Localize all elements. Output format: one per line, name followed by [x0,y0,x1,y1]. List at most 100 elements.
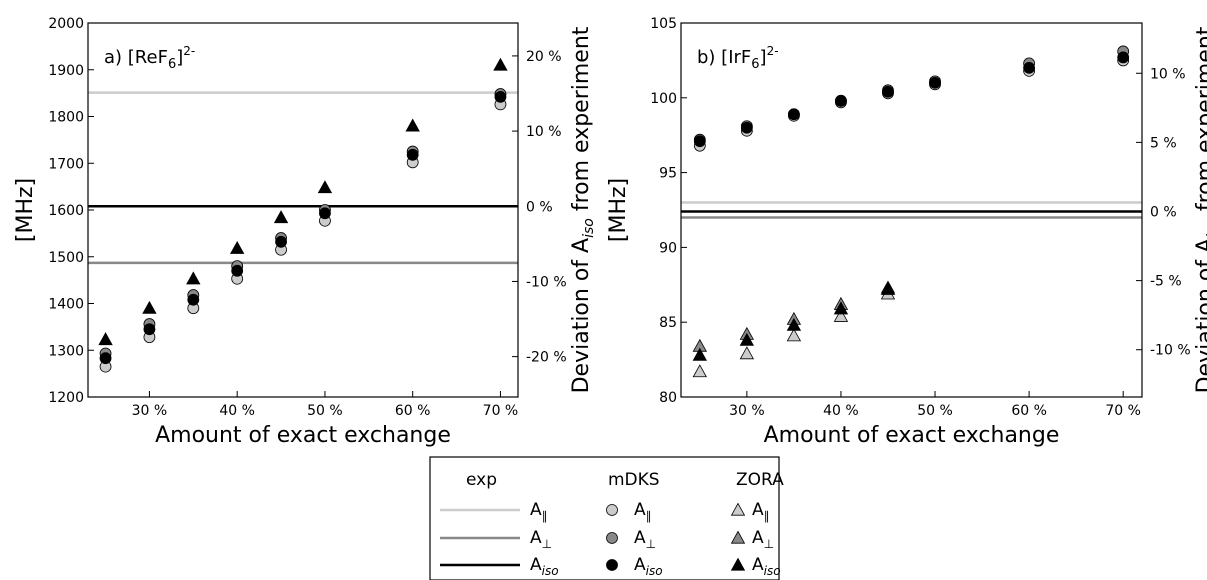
mdks-point-a-iso [99,352,112,365]
zora-point-a-par [833,308,849,322]
x-axis-label: Amount of exact exchange [155,423,451,448]
right-axis-label: Deviation of Aiso from experiment [569,26,597,393]
mdks-point-a-iso [319,207,331,220]
legend-entry-label: A∥ [634,500,652,523]
y-tick-label: 1800 [48,110,84,126]
mdks-point-a-iso [929,76,941,89]
zora-point-a-iso [142,300,157,314]
legend-entry-label: A⊥ [752,528,774,551]
y-axis-label: [MHz] [13,178,38,242]
right-axis-label: Deviation of Aiso from experiment [1193,26,1207,393]
mdks-point-a-iso [231,264,244,277]
mdks-point-a-iso [835,94,847,107]
y-tick-label: 1300 [48,343,84,359]
y-tick-label: 2000 [48,16,84,32]
mdks-point-a-iso [1117,51,1130,64]
legend-entry-label: A∥ [752,500,770,523]
zora-point-a-par [786,328,802,342]
chart-panel-b: 80 85 90 95 100 105 30 % 40 % 50 % 60 % 70 % -10 % -… [606,16,1207,448]
right-tick-label: 5 % [1150,135,1177,151]
y-tick-label: 1200 [48,390,84,406]
legend-box [429,456,780,580]
x-tick-label: 70 % [1105,403,1141,419]
y-tick-label: 105 [650,16,677,32]
mdks-point-a-iso [275,235,287,248]
y-tick-label: 1600 [48,203,84,219]
legend-entry-label: Aiso [530,555,559,578]
legend-entry-label: Aiso [634,555,663,578]
zora-point-a-iso [230,241,245,254]
y-tick-label: 85 [659,315,677,331]
legend-circle-swatch [606,532,618,544]
y-tick-label: 90 [659,240,677,256]
y-tick-label: 95 [659,166,677,182]
y-tick-label: 1400 [48,297,84,313]
zora-point-a-iso [493,57,508,71]
mdks-point-a-iso [740,121,753,134]
right-tick-label: 20 % [526,49,562,65]
legend-triangle-swatch [730,502,746,516]
x-tick-label: 30 % [132,403,168,419]
mdks-point-a-iso [882,85,894,98]
legend-triangle-swatch [730,557,746,571]
legend-header: ZORA [736,470,784,490]
x-tick-label: 60 % [1011,403,1047,419]
y-tick-label: 1900 [48,63,84,79]
legend-circle-swatch [606,559,618,571]
zora-point-a-iso [98,332,113,346]
zora-point-a-iso [405,118,420,132]
zora-point-a-iso [880,281,896,295]
legend-entry-label: A⊥ [634,528,656,551]
y-tick-label: 80 [659,390,677,406]
right-tick-label: -20 % [526,350,567,366]
zora-point-a-iso [317,180,333,194]
legend-header: exp [466,470,497,490]
x-axis-label: Amount of exact exchange [764,423,1060,448]
mdks-point-a-iso [693,135,706,148]
legend-entry-label: Aiso [752,555,781,578]
panel-title: a) [ReF6]2- [104,44,195,72]
legend: exp mDKS ZORA A∥ A∥ A∥ A⊥ A⊥ A⊥ Aiso Aiso Aiso [429,456,784,580]
y-tick-label: 1500 [48,250,84,266]
mdks-point-a-iso [187,293,200,306]
zora-point-a-iso [692,347,707,361]
x-tick-label: 40 % [823,403,859,419]
x-tick-label: 60 % [395,403,431,419]
zora-point-a-iso [739,332,755,346]
zora-point-a-iso [186,271,201,285]
zora-point-a-iso [833,301,849,315]
x-tick-label: 70 % [483,403,519,419]
right-tick-label: -10 % [1150,343,1191,359]
right-tick-label: 0 % [526,199,553,215]
right-tick-label: 0 % [1150,204,1177,220]
legend-header: mDKS [608,470,660,490]
right-tick-label: 10 % [1150,66,1186,82]
legend-circle-swatch [606,504,618,516]
right-tick-label: -5 % [1150,274,1182,290]
legend-entry-label: A⊥ [530,528,552,551]
zora-point-a-par [739,346,755,360]
y-tick-label: 100 [650,91,677,107]
x-tick-label: 30 % [729,403,765,419]
mdks-point-a-iso [143,323,156,336]
y-tick-label: 1700 [48,156,84,172]
zora-point-a-par [692,364,707,378]
mdks-point-a-iso [406,148,419,161]
plot-frame [680,22,1143,398]
x-tick-label: 50 % [917,403,953,419]
legend-triangle-swatch [730,530,746,544]
x-tick-label: 40 % [219,403,255,419]
mdks-point-a-iso [494,90,507,103]
chart-panel-a: 1200 1300 1400 1500 1600 1700 1800 1900 2000 30 %… [13,16,597,448]
mdks-point-a-iso [1023,61,1036,74]
zora-point-a-iso [786,317,802,331]
legend-entry-label: A∥ [530,500,548,523]
zora-point-a-iso [273,210,289,224]
panel-title: b) [IrF6]2- [697,44,779,72]
mdks-point-a-iso [787,108,800,121]
right-tick-label: 10 % [526,124,562,140]
y-axis-label: [MHz] [606,178,631,242]
x-tick-label: 50 % [307,403,343,419]
right-tick-label: -10 % [526,274,567,290]
